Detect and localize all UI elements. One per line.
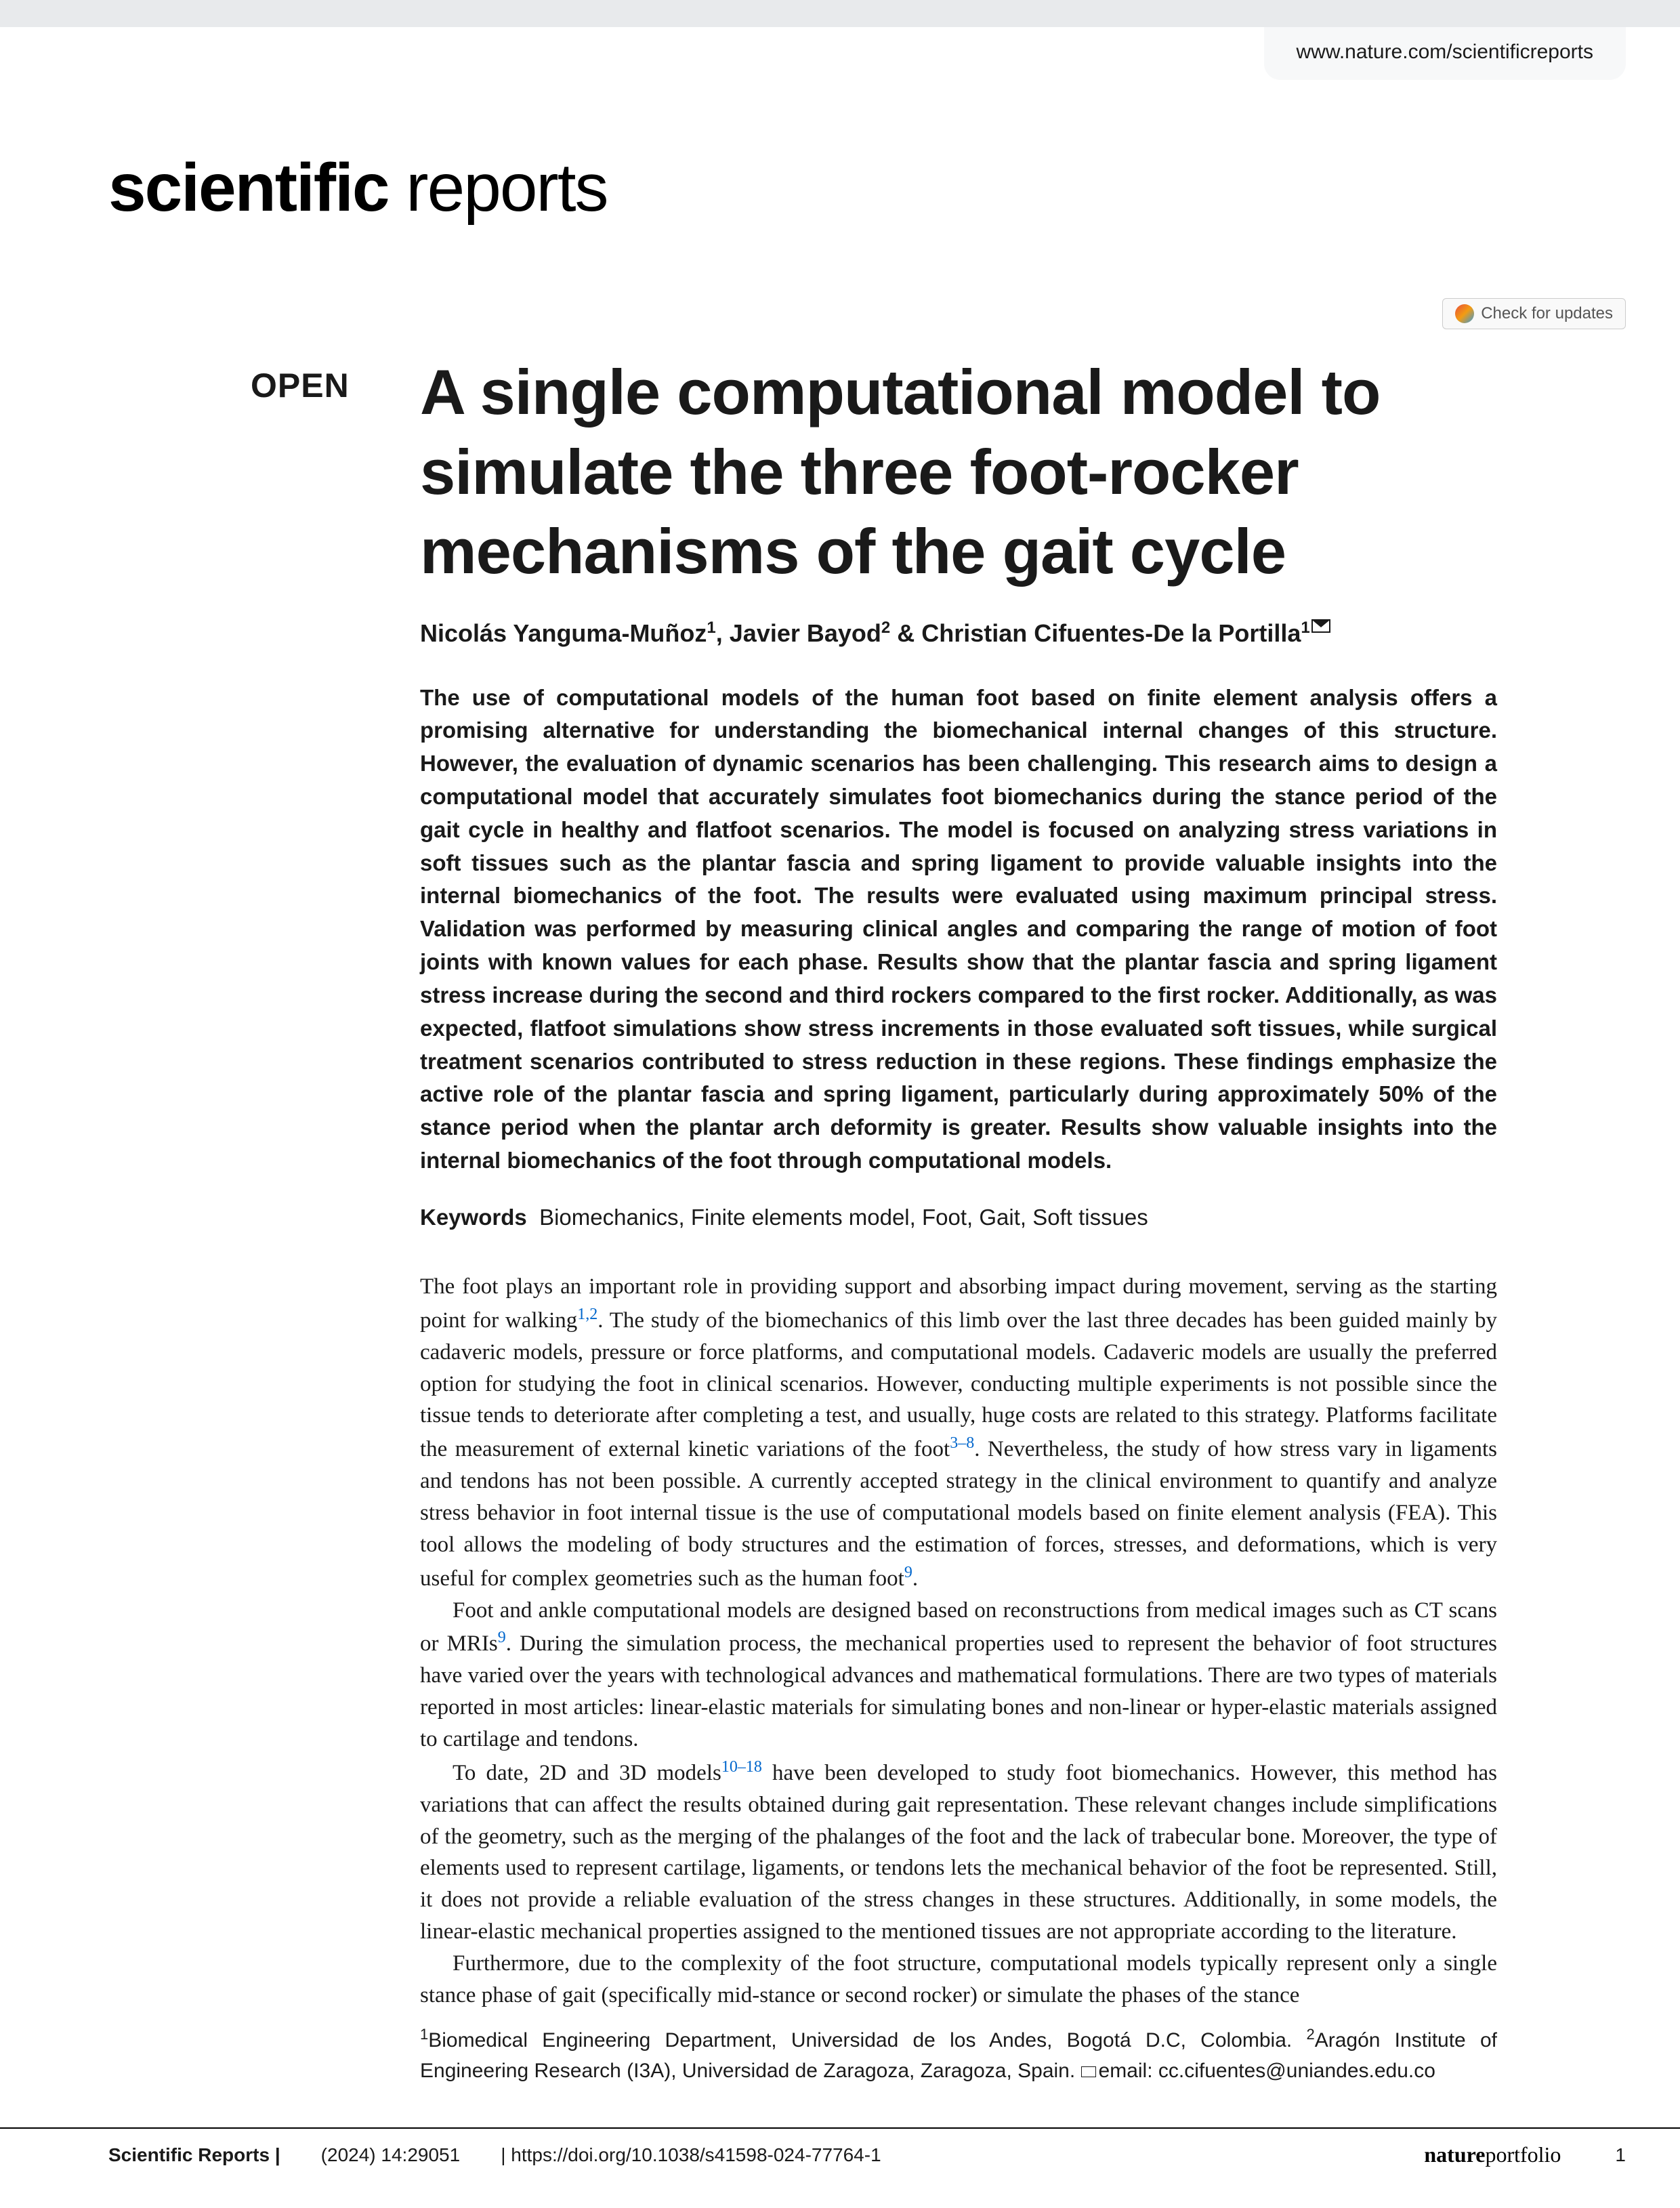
crossmark-icon [1455, 304, 1474, 323]
article-content: A single computational model to simulate… [420, 352, 1497, 2012]
footer-right: natureportfolio 1 [1424, 2142, 1626, 2167]
mail-icon [1081, 2066, 1096, 2077]
paragraph-3: To date, 2D and 3D models10–18 have been… [420, 1755, 1497, 1948]
body-text: The foot plays an important role in prov… [420, 1271, 1497, 2012]
paragraph-2: Foot and ankle computational models are … [420, 1595, 1497, 1755]
citation-link[interactable]: 3–8 [950, 1434, 974, 1452]
top-bar [0, 0, 1680, 27]
keywords-label: Keywords [420, 1205, 527, 1230]
footer-left: Scientific Reports | (2024) 14:29051 | h… [108, 2144, 881, 2166]
nature-portfolio-logo: natureportfolio [1424, 2142, 1561, 2167]
keywords-line: Keywords Biomechanics, Finite elements m… [420, 1205, 1497, 1230]
citation-link[interactable]: 9 [904, 1564, 912, 1581]
authors-line: Nicolás Yanguma-Muñoz1, Javier Bayod2 & … [420, 619, 1497, 648]
corresponding-email: email: cc.cifuentes@uniandes.edu.co [1099, 2060, 1435, 2082]
paragraph-1: The foot plays an important role in prov… [420, 1271, 1497, 1595]
footer-citation: (2024) 14:29051 [321, 2144, 461, 2166]
page-footer: Scientific Reports | (2024) 14:29051 | h… [0, 2127, 1680, 2167]
keywords-list: Biomechanics, Finite elements model, Foo… [539, 1205, 1148, 1230]
citation-link[interactable]: 10–18 [721, 1758, 762, 1776]
check-updates-label: Check for updates [1481, 304, 1613, 323]
footer-journal: Scientific Reports | [108, 2144, 280, 2166]
journal-url[interactable]: www.nature.com/scientificreports [1264, 27, 1626, 80]
corresponding-mail-icon [1311, 619, 1330, 633]
paragraph-4: Furthermore, due to the complexity of th… [420, 1948, 1497, 2012]
check-updates-button[interactable]: Check for updates [1442, 298, 1626, 329]
journal-name-bold: scientific [108, 150, 389, 226]
article-title: A single computational model to simulate… [420, 352, 1497, 591]
open-access-badge: OPEN [251, 366, 350, 405]
page-number: 1 [1615, 2144, 1626, 2166]
affiliations: 1Biomedical Engineering Department, Univ… [420, 2023, 1497, 2086]
footer-doi[interactable]: | https://doi.org/10.1038/s41598-024-777… [501, 2144, 881, 2166]
journal-logo: scientific reports [108, 149, 608, 227]
abstract: The use of computational models of the h… [420, 682, 1497, 1178]
journal-name-light: reports [389, 150, 608, 226]
citation-link[interactable]: 1,2 [577, 1306, 597, 1323]
citation-link[interactable]: 9 [498, 1629, 506, 1646]
